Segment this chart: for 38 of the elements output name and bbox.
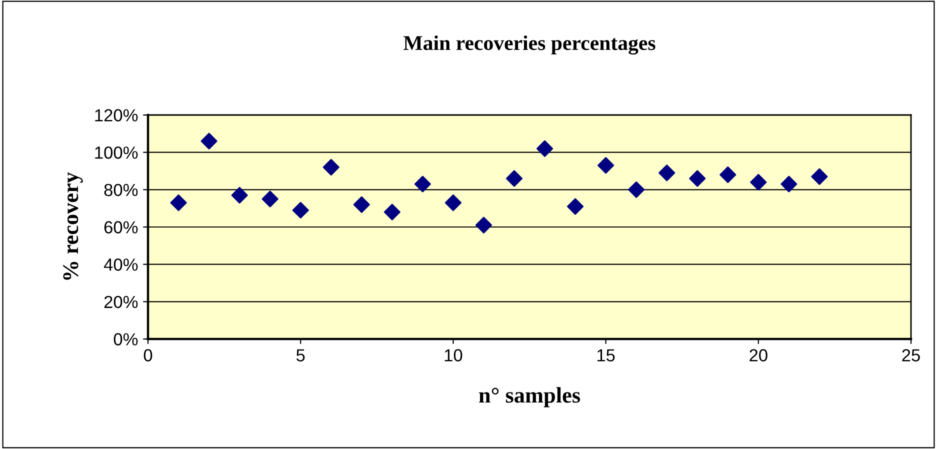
point <box>689 170 706 187</box>
point <box>200 132 218 150</box>
y-tick-label: 100% <box>95 146 138 159</box>
point <box>475 216 492 234</box>
point <box>506 170 523 187</box>
y-axis-title: % recovery <box>63 172 83 280</box>
x-tick-label: 0 <box>144 349 152 362</box>
point <box>720 166 736 184</box>
point <box>536 140 554 157</box>
point <box>322 158 340 176</box>
x-tick-label: 25 <box>902 349 920 362</box>
point <box>262 190 278 208</box>
point <box>598 157 614 174</box>
y-tick-label: 60% <box>104 221 138 234</box>
point <box>353 196 370 213</box>
y-tick-label: 80% <box>104 184 138 196</box>
x-tick-label: 10 <box>444 349 462 362</box>
point <box>780 176 798 192</box>
point <box>292 202 309 218</box>
point <box>231 186 248 204</box>
point <box>170 194 187 212</box>
y-tick-label: 20% <box>104 296 138 308</box>
point <box>811 168 828 185</box>
y-tick-label: 0% <box>114 333 138 346</box>
point <box>414 176 431 192</box>
point <box>444 194 462 212</box>
point <box>658 164 676 182</box>
chart-title: Main recoveries percentages <box>404 35 656 55</box>
x-tick-label: 15 <box>597 349 615 362</box>
point <box>566 198 584 215</box>
x-tick-label: 5 <box>296 349 305 362</box>
point <box>384 204 400 220</box>
y-tick-label: 120% <box>95 109 138 122</box>
point <box>628 181 645 198</box>
x-axis-title: n° samples <box>479 387 580 408</box>
x-tick-label: 20 <box>750 349 768 362</box>
y-tick-label: 40% <box>104 258 138 271</box>
point <box>750 174 767 190</box>
